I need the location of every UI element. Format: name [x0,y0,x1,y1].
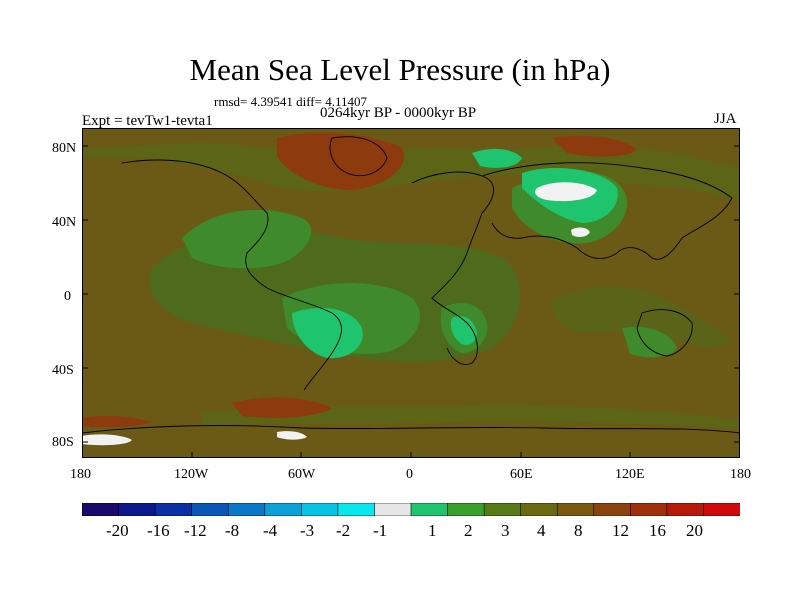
olive-anomaly-north [82,142,740,200]
experiment-label: Expt = tevTw1-tevta1 [82,113,213,129]
bright-green-anomaly-southatlantic [292,308,363,359]
neutral-patch-siberia [535,182,597,202]
neutral-patch-antarctic-mid [277,431,307,440]
colorbar-swatch [520,503,559,516]
colorbar-swatch [630,503,668,516]
lon-tick-label: 180 [730,467,751,482]
colorbar-swatch [154,503,193,516]
pressure-anomaly-map [82,128,740,458]
map-ticks [82,145,740,458]
colorbar-label: -2 [336,521,351,540]
colorbar-label: 3 [501,521,510,540]
colorbar-swatch [483,503,522,516]
colorbar-label: 20 [686,521,703,540]
colorbar-label: -1 [373,521,388,540]
colorbar-swatch [374,503,412,516]
bright-green-anomaly-arctic [472,148,522,168]
colorbar-label: -4 [263,521,278,540]
chart-title: Mean Sea Level Pressure (in hPa) [189,52,611,87]
olive-anomaly-south [202,405,740,428]
colorbar-swatch [447,503,485,516]
colorbar-label: 2 [464,521,473,540]
colorbar-swatch [703,503,740,516]
lon-tick-label: 60W [288,467,316,482]
colorbar-label: -3 [300,521,315,540]
lat-tick-label: 80S [52,435,74,450]
colorbar-label: 16 [649,521,666,540]
olive-anomaly-indian [551,286,732,348]
colorbar-label: 8 [574,521,583,540]
red-anomaly-arctic-east [552,135,637,157]
colorbar-label: 12 [612,521,629,540]
colorbar-label: 4 [537,521,546,540]
season-label: JJA [714,111,737,127]
red-anomaly-southern-ocean [232,397,332,418]
lon-tick-label: 60E [510,467,533,482]
lat-tick-label: 40N [52,215,77,230]
colorbar-swatch [82,503,120,516]
neutral-patch-tibet [571,227,590,237]
colorbar-swatch [301,503,339,516]
period-text: 0264kyr BP - 0000kyr BP [320,105,477,121]
colorbar-label: 1 [428,521,437,540]
green-anomaly-atlantic-north [182,209,312,269]
lon-tick-label: 120W [174,467,209,482]
lon-tick-label: 120E [615,467,645,482]
colorbar-swatch [556,503,595,516]
neutral-patch-antarctic-west [82,434,132,446]
bright-green-anomaly-africa [450,316,477,345]
colorbar-swatch [337,503,376,516]
colorbar-swatch [118,503,156,516]
coastlines [82,136,740,434]
colorbar-label: -12 [184,521,207,540]
colorbar-swatch [227,503,266,516]
colorbar [82,503,740,516]
colorbar-swatch [410,503,449,516]
colorbar-swatch [264,503,303,516]
lat-tick-label: 80N [52,141,77,156]
colorbar-label: -8 [225,521,240,540]
stats-text: rmsd= 4.39541 diff= 4.11407 [214,94,367,109]
colorbar-label: -16 [147,521,170,540]
red-anomaly-southern-ocean-west [82,415,152,428]
green-anomaly-australia [622,326,677,358]
lon-tick-label: 180 [70,467,91,482]
colorbar-swatch [666,503,705,516]
red-anomaly-greenland [277,132,404,190]
colorbar-label: -20 [106,521,129,540]
lat-tick-label: 40S [52,363,74,378]
colorbar-swatch [191,503,230,516]
lon-tick-label: 0 [406,467,413,482]
colorbar-swatch [593,503,632,516]
lat-tick-label: 0 [64,289,71,304]
